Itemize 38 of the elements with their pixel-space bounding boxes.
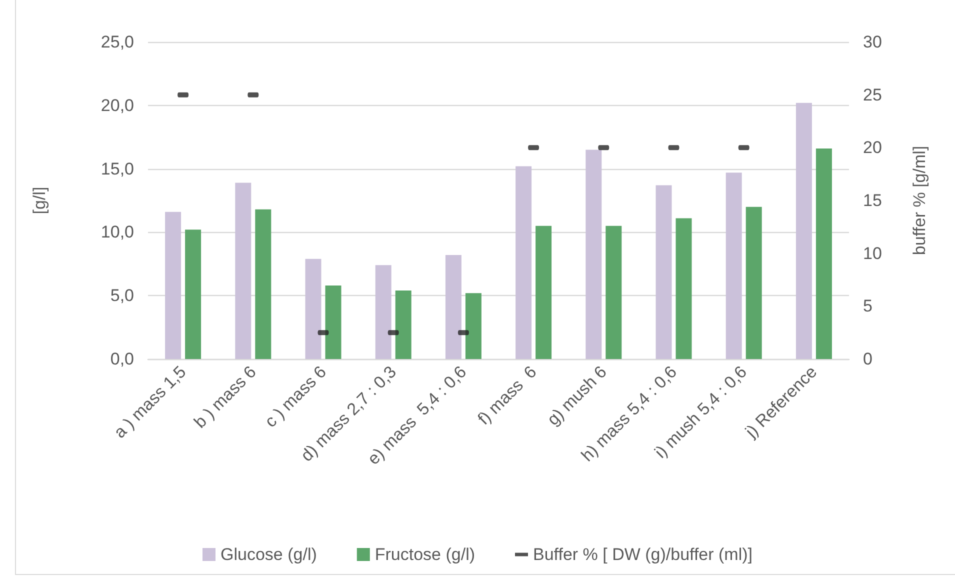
y2-tick-label: 30	[863, 32, 882, 52]
y-tick-label: 20,0	[100, 96, 134, 115]
y-tick-label: 5,0	[110, 286, 134, 306]
bar	[516, 166, 532, 359]
bar	[325, 285, 342, 359]
y-axis-title: [g/l]	[30, 186, 49, 214]
bar	[465, 293, 482, 359]
bar	[816, 148, 832, 359]
legend-label: Buffer % [ DW (g)/buffer (ml)]	[533, 545, 752, 564]
bar	[536, 226, 552, 359]
bar	[165, 212, 182, 359]
y2-tick-label: 0	[863, 350, 872, 368]
y-tick-label: 25,0	[100, 32, 134, 52]
bar	[395, 290, 412, 359]
y2-tick-label: 10	[863, 244, 882, 263]
bar	[305, 258, 322, 359]
legend-label: Fructose (g/l)	[374, 545, 476, 564]
bar	[606, 226, 622, 359]
y2-tick-label: 25	[863, 85, 882, 104]
y-tick-label: 0,0	[110, 350, 134, 368]
bar	[445, 255, 462, 359]
bar	[586, 150, 602, 359]
bar	[235, 182, 252, 359]
bar	[255, 209, 272, 359]
y2-tick-label: 5	[863, 296, 872, 316]
bar	[726, 172, 742, 359]
bar	[375, 265, 392, 359]
y2-axis-title: buffer % [g/ml]	[910, 146, 929, 256]
y2-tick-label: 15	[863, 191, 882, 210]
bar	[676, 218, 692, 359]
y-tick-label: 10,0	[100, 222, 134, 242]
bar	[185, 230, 202, 359]
bar	[656, 185, 672, 359]
y2-tick-label: 20	[863, 138, 882, 158]
y-tick-label: 15,0	[100, 159, 134, 178]
bar	[796, 102, 812, 359]
legend-label: Glucose (g/l)	[220, 545, 317, 564]
bar	[746, 206, 762, 359]
